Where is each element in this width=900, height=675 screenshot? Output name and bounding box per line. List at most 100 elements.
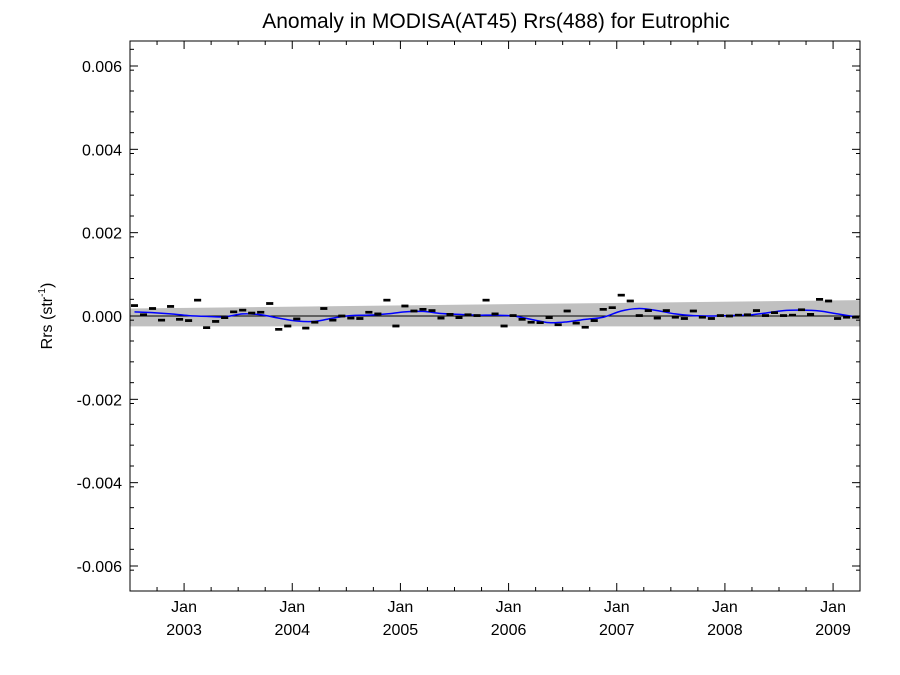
x-tick-year: 2005 [383,622,419,639]
anomaly-point [311,321,319,324]
anomaly-point [626,299,634,303]
anomaly-point [780,314,788,317]
x-tick-month: Jan [171,599,197,616]
anomaly-point [698,316,706,319]
anomaly-point [825,299,833,303]
anomaly-point [644,309,652,312]
anomaly-point [509,314,517,317]
anomaly-point [464,313,472,316]
anomaly-point [563,309,571,313]
anomaly-point [131,304,139,307]
x-tick-year: 2009 [815,622,851,639]
anomaly-point [617,293,625,297]
anomaly-point [446,313,454,316]
anomaly-point [689,309,697,313]
anomaly-point [437,316,445,320]
anomaly-point [248,311,256,315]
anomaly-point [203,326,211,329]
y-tick-labels: -0.006 -0.004 -0.002 0.000 0.002 0.004 0.006 [77,59,122,576]
anomaly-point [194,298,202,302]
anomaly-point [725,314,733,318]
y-tick-label: -0.002 [77,392,122,409]
anomaly-point [374,312,382,316]
anomaly-point [761,314,769,317]
anomaly-point [329,318,337,322]
anomaly-point [500,324,508,328]
anomaly-point [807,313,815,316]
anomaly-point [302,326,310,330]
anomaly-point [743,313,751,316]
anomaly-point [293,317,301,321]
anomaly-point [680,317,688,320]
anomaly-point [536,321,544,324]
anomaly-point [798,308,806,311]
axes-ticks [129,41,860,592]
anomaly-point [590,319,598,322]
anomaly-point [158,318,166,322]
anomaly-point [662,309,670,312]
x-tick-year: 2006 [491,622,527,639]
anomaly-point [284,324,292,328]
anomaly-point [518,318,526,321]
x-tick-year: 2007 [599,622,635,639]
plot-frame [129,40,861,592]
anomaly-point [401,304,409,308]
x-tick-month: Jan [496,599,522,616]
anomaly-point [843,316,851,319]
anomaly-point [428,309,436,312]
anomaly-point [167,305,175,308]
anomaly-point [734,313,742,317]
anomaly-point [212,320,220,323]
anomaly-point [789,313,797,317]
x-tick-labels: Jan 2003 Jan 2004 Jan 2005 Jan 2006 Jan 2007 Jan 20… [166,599,851,639]
anomaly-points [131,293,860,331]
anomaly-point [554,323,562,326]
anomaly-point [392,324,400,328]
anomaly-point [257,311,265,314]
anomaly-point [455,316,463,319]
x-tick-month: Jan [712,599,738,616]
anomaly-point [770,311,778,314]
anomaly-point [383,298,391,302]
anomaly-point [491,312,499,316]
y-tick-label: 0.000 [82,309,122,326]
anomaly-point [338,314,346,318]
anomaly-point [707,317,715,320]
anomaly-point [320,307,328,310]
anomaly-point [365,311,373,314]
chart-title: Anomaly in MODISA(AT45) Rrs(488) for Eut… [262,10,730,33]
y-tick-label: -0.006 [77,559,122,576]
anomaly-point [572,321,580,325]
anomaly-point [239,308,247,312]
anomaly-point [545,316,553,319]
anomaly-point [671,316,679,319]
y-tick-label: 0.004 [82,142,122,159]
x-tick-month: Jan [388,599,414,616]
y-tick-label: -0.004 [77,476,122,493]
y-axis-label: Rrs (str-1) [37,283,56,350]
anomaly-point [347,316,355,320]
anomaly-point [185,319,193,322]
anomaly-point [356,317,364,320]
x-tick-month: Jan [604,599,630,616]
anomaly-point [266,302,274,305]
anomaly-point [635,314,643,317]
anomaly-point [176,318,184,321]
anomaly-point [599,308,607,311]
y-tick-label: 0.002 [82,226,122,243]
anomaly-point [473,314,481,317]
x-tick-year: 2008 [707,622,743,639]
y-tick-label: 0.006 [82,59,122,76]
anomaly-point [653,316,661,320]
x-tick-year: 2003 [166,622,202,639]
anomaly-point [852,316,860,319]
anomaly-point [140,313,148,316]
anomaly-point [608,306,616,309]
anomaly-point [752,309,760,312]
anomaly-point [230,310,238,314]
x-tick-month: Jan [820,599,846,616]
x-tick-month: Jan [279,599,305,616]
anomaly-point [419,308,427,311]
anomaly-point [816,298,824,301]
